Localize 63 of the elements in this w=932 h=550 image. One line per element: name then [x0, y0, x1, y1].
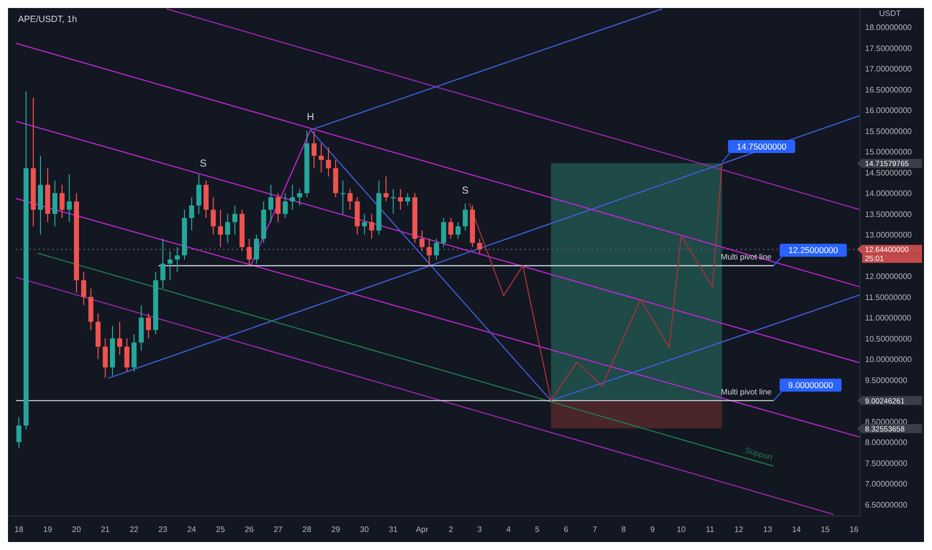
x-tick-label: 10	[676, 525, 686, 534]
y-tick-label: 16.50000000	[865, 85, 912, 94]
x-tick-label: 30	[360, 525, 370, 534]
x-tick-label: 15	[820, 525, 830, 534]
y-axis-title: USDT	[879, 9, 901, 18]
y-tick-label: 9.50000000	[865, 376, 908, 385]
x-tick-label: 18	[14, 525, 24, 534]
y-tick-label: 15.00000000	[865, 148, 912, 157]
x-tick-label: 12	[734, 525, 744, 534]
x-tick-label: 6	[564, 525, 569, 534]
y-tick-label: 17.00000000	[865, 64, 912, 74]
y-tick-label: 7.00000000	[865, 480, 908, 489]
x-tick-label: 3	[477, 525, 482, 534]
annotation: S	[200, 158, 207, 170]
y-tick-label: 8.50000000	[865, 417, 908, 426]
y-tick-label: 18.00000000	[865, 23, 912, 32]
x-tick-label: 26	[244, 525, 254, 534]
x-tick-label: 29	[331, 525, 341, 534]
x-tick-label: 7	[592, 525, 598, 534]
x-tick-label: 11	[706, 525, 715, 534]
annotation: S	[462, 185, 469, 196]
x-tick-label: 20	[72, 525, 82, 534]
x-tick-label: 23	[158, 525, 168, 534]
annotation: H	[306, 112, 314, 124]
x-tick-label: 21	[100, 525, 110, 534]
x-tick-label: 16	[850, 525, 859, 534]
x-tick-label: 27	[274, 525, 284, 534]
x-tick-label: 2	[448, 525, 454, 534]
x-tick-label: 25	[216, 525, 226, 534]
text: Support	[744, 446, 774, 462]
y-tick-label: 13.00000000	[865, 230, 912, 240]
y-tick-label: 8.00000000	[865, 438, 908, 448]
annotation: 12.25000000	[788, 245, 838, 256]
x-tick-label: 9	[650, 525, 656, 534]
y-tick-label: 12.00000000	[865, 272, 912, 282]
x-tick-label: 8	[621, 525, 626, 534]
y-tick-label: 11.50000000	[865, 292, 912, 302]
x-tick-label: 22	[130, 525, 140, 534]
y-tick-label: 15.50000000	[865, 126, 912, 136]
series-label: Multi pivot line	[720, 388, 772, 397]
x-tick-label: 31	[388, 525, 398, 534]
y-tick-label: 14.50000000	[865, 168, 912, 178]
y-tick-label: 16.00000000	[865, 106, 912, 116]
x-tick-label: Apr	[416, 525, 429, 534]
y-tick-label: 17.50000000	[865, 44, 912, 53]
x-tick-label: 5	[535, 525, 540, 534]
y-tick-label: 10.50000000	[865, 334, 912, 344]
x-tick-label: 24	[187, 525, 197, 534]
y-tick-label: 13.50000000	[865, 210, 912, 219]
text: APE/USDT, 1h	[18, 14, 78, 24]
x-tick-label: 19	[43, 525, 53, 534]
annotation: 9.00000000	[788, 380, 834, 390]
x-tick-label: 28	[302, 525, 312, 534]
x-tick-label: 14	[792, 525, 802, 534]
x-tick-label: 13	[763, 525, 773, 534]
y-tick-label: 14.00000000	[865, 189, 912, 198]
annotation: 14.75000000	[736, 141, 787, 152]
series-label: Multi pivot line	[720, 252, 772, 262]
y-tick-label: 7.50000000	[865, 458, 908, 468]
y-tick-label: 11.00000000	[865, 314, 912, 323]
y-tick-label: 6.50000000	[865, 500, 908, 510]
y-tick-label: 10.00000000	[865, 355, 912, 364]
x-tick-label: 4	[506, 525, 512, 534]
